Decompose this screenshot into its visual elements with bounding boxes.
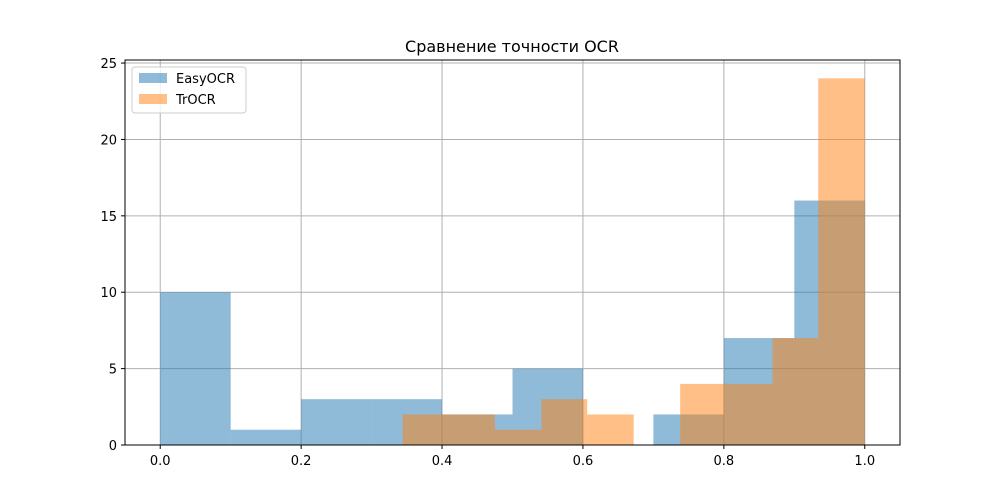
legend-swatch-trocr (139, 94, 167, 104)
x-tick-label: 0.2 (291, 454, 312, 469)
x-tick-label: 0.6 (573, 454, 594, 469)
y-tick-label: 0 (109, 439, 117, 454)
chart-title: Сравнение точности OCR (405, 37, 619, 56)
x-tick-label: 0.8 (714, 454, 735, 469)
y-tick-label: 25 (100, 57, 117, 72)
bars (160, 78, 865, 445)
y-tick-label: 15 (100, 210, 117, 225)
plot-frame (124, 59, 901, 446)
x-tick-label: 0.0 (150, 454, 171, 469)
bar-trocr (680, 383, 726, 445)
x-tick-label: 1.0 (854, 454, 875, 469)
bar-trocr (494, 429, 542, 445)
bar-trocr (725, 383, 773, 445)
legend-swatch-easyocr (139, 73, 167, 83)
bar-easyocr (160, 292, 231, 445)
y-tick-label: 20 (100, 133, 117, 148)
axis-ticks: 0.0 0.2 0.4 0.6 0.8 1.0 0 5 10 15 20 25 (100, 57, 875, 469)
legend: EasyOCR TrOCR (131, 66, 247, 114)
bar-trocr (541, 399, 588, 445)
y-tick-label: 5 (109, 363, 117, 378)
bar-trocr (772, 338, 819, 445)
x-tick-label: 0.4 (432, 454, 453, 469)
legend-label-trocr: TrOCR (175, 93, 216, 108)
bar-trocr (818, 78, 865, 445)
bar-easyocr (230, 429, 302, 445)
bar-trocr (449, 414, 495, 445)
y-tick-label: 10 (100, 286, 117, 301)
bar-trocr (402, 414, 450, 445)
bar-trocr (587, 414, 634, 445)
bar-easyocr (301, 399, 372, 445)
legend-label-easyocr: EasyOCR (176, 72, 235, 87)
